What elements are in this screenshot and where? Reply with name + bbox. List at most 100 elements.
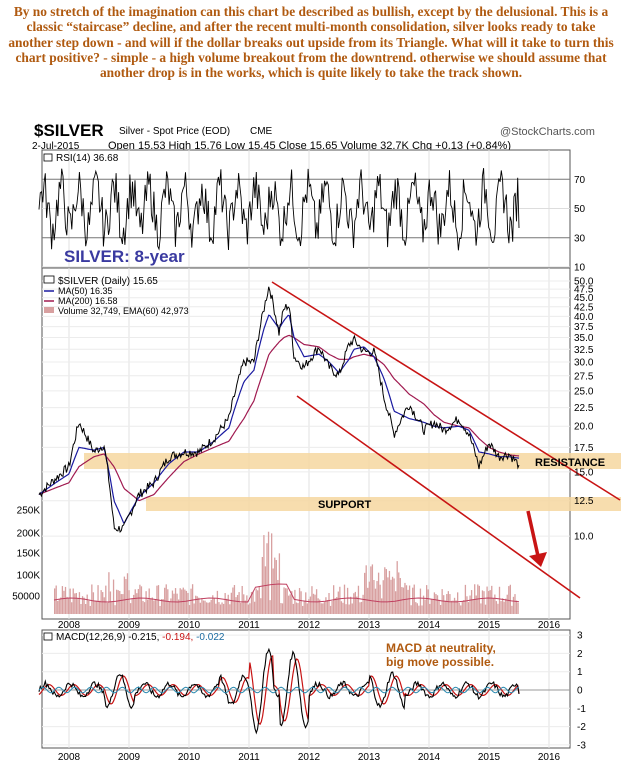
rsi-line — [38, 168, 520, 251]
volume-bar — [480, 603, 482, 614]
volume-bar — [170, 598, 172, 614]
legend-volume: Volume 32,749, EMA(60) 42,973 — [58, 306, 189, 316]
volume-bar — [66, 596, 68, 614]
volume-bar — [145, 591, 147, 614]
volume-bar — [339, 586, 341, 614]
volume-bar — [317, 598, 319, 614]
year-tick-label: 2009 — [118, 752, 141, 763]
year-tick-label: 2014 — [418, 620, 441, 631]
volume-bar — [94, 600, 96, 614]
support-zone — [146, 497, 621, 511]
price-tick-label: 50.0 — [574, 277, 594, 288]
volume-bar — [241, 585, 243, 614]
support-label: SUPPORT — [318, 499, 371, 511]
volume-bar — [359, 602, 361, 614]
volume-bar — [244, 600, 246, 614]
year-tick-label: 2010 — [178, 752, 201, 763]
volume-bar — [125, 579, 127, 614]
volume-bar — [229, 604, 231, 614]
volume-bar — [63, 590, 65, 614]
volume-bar — [291, 591, 293, 614]
ma200-line — [38, 334, 520, 502]
volume-bar — [140, 586, 143, 614]
volume-bar — [179, 588, 181, 614]
volume-bar — [277, 579, 279, 614]
volume-bar — [308, 599, 310, 614]
volume-bar — [69, 588, 71, 614]
volume-bar — [373, 580, 375, 614]
volume-bar — [399, 578, 401, 614]
volume-bar — [364, 572, 366, 614]
price-legend: $SILVER (Daily) 15.65 MA(50) 16.35 MA(20… — [43, 275, 189, 316]
volume-tick-label: 100K — [17, 571, 41, 582]
volume-bars — [53, 531, 520, 614]
volume-bar — [292, 603, 294, 614]
volume-bar — [250, 591, 253, 614]
price-tick-label: 30.0 — [574, 357, 594, 368]
volume-bar — [303, 601, 305, 614]
volume-bar — [227, 594, 229, 614]
volume-bar — [334, 598, 336, 614]
volume-bar — [343, 584, 346, 614]
volume-bar — [371, 564, 374, 614]
volume-bar — [131, 598, 133, 614]
volume-bar — [142, 600, 144, 614]
volume-bar — [199, 602, 201, 614]
price-tick-label: 37.5 — [574, 322, 594, 333]
volume-bar — [61, 586, 64, 614]
year-tick-label: 2009 — [118, 620, 141, 631]
volume-bar — [238, 592, 240, 614]
volume-bar — [215, 603, 217, 614]
volume-bar — [311, 586, 313, 614]
volume-bar — [243, 594, 245, 614]
volume-bar — [449, 594, 451, 614]
volume-bar — [432, 599, 434, 614]
volume-bar — [478, 585, 480, 614]
volume-bar — [377, 572, 380, 614]
downtrend-channel — [271, 281, 621, 599]
volume-bar — [109, 591, 112, 614]
price-tick-label: 35.0 — [574, 333, 594, 344]
volume-bar — [463, 600, 465, 614]
volume-bar — [246, 595, 248, 614]
rsi-label: RSI(14) 36.68 — [56, 153, 119, 164]
volume-bar — [314, 594, 316, 614]
volume-bar — [86, 594, 88, 614]
macd-legend-swatch — [43, 632, 53, 641]
volume-bar — [401, 587, 403, 614]
year-tick-label: 2012 — [298, 620, 321, 631]
volume-bar — [257, 590, 259, 614]
volume-bar — [209, 602, 211, 614]
volume-bar — [136, 593, 138, 614]
chart-symbol: $SILVER — [34, 121, 104, 140]
volume-ema-line — [53, 583, 520, 603]
volume-bar — [357, 585, 360, 614]
volume-bar — [384, 567, 386, 614]
resistance-label: RESISTANCE — [535, 457, 605, 469]
volume-bar — [247, 604, 250, 614]
volume-bar — [119, 590, 121, 614]
macd-label-signal: -0.194, — [162, 632, 196, 643]
volume-bar — [433, 592, 436, 614]
volume-bar — [467, 602, 470, 614]
volume-bar — [511, 605, 513, 614]
volume-bar — [382, 580, 384, 614]
volume-bar — [160, 599, 163, 614]
year-tick-label: 2013 — [358, 752, 381, 763]
commentary-text: By no stretch of the imagination can thi… — [8, 4, 614, 81]
volume-bar — [105, 585, 107, 614]
volume-bar — [342, 602, 344, 614]
volume-bar — [331, 600, 333, 614]
volume-bar — [221, 602, 223, 614]
chart-name: Silver - Spot Price (EOD) — [119, 126, 231, 137]
volume-bar — [288, 595, 290, 614]
volume-bar — [309, 596, 312, 614]
volume-bar — [514, 594, 516, 614]
volume-bar — [418, 605, 420, 614]
volume-bar — [391, 576, 394, 614]
price-tick-label: 15.0 — [574, 467, 594, 478]
legend-ma200: MA(200) 16.58 — [58, 296, 118, 306]
volume-bar — [60, 597, 62, 614]
volume-bar — [126, 573, 129, 614]
volume-bar — [422, 595, 425, 614]
